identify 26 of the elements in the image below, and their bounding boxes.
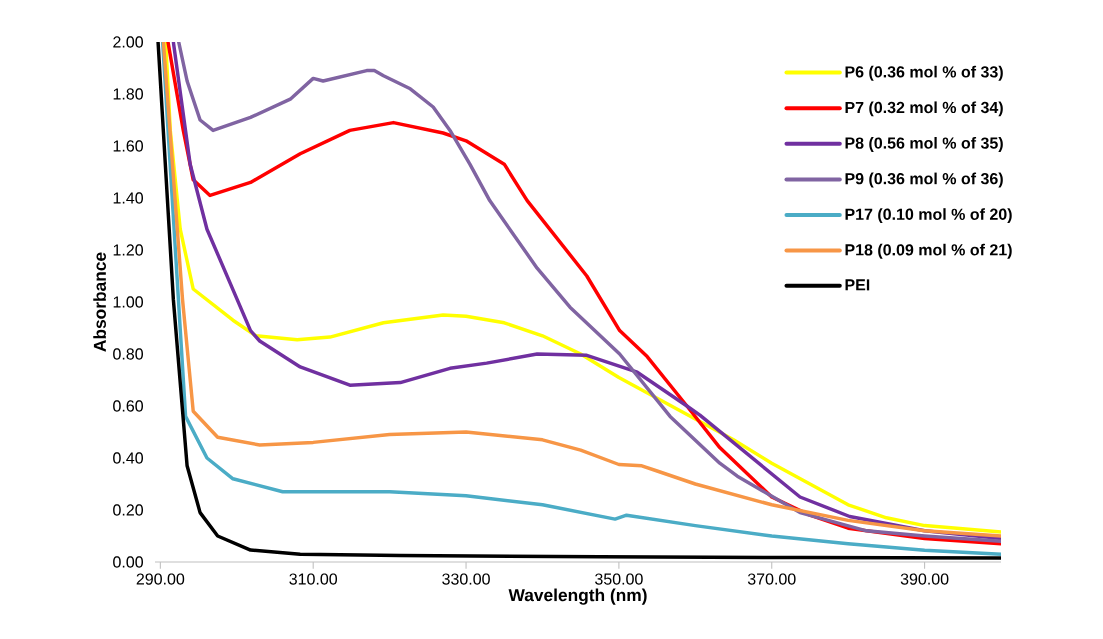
x-tick-label: 370.00 [747, 573, 796, 585]
x-axis-title: Wavelength (nm) [508, 588, 647, 605]
x-tick-label: 290.00 [136, 573, 185, 585]
legend-label: P9 (0.36 mol % of 36) [845, 172, 1003, 188]
y-tick-label: 1.80 [113, 88, 144, 100]
x-tick-label: 350.00 [595, 573, 643, 585]
y-tick-label: 0.80 [113, 348, 144, 360]
y-tick-label: 1.60 [113, 140, 144, 152]
x-tick-label: 310.00 [289, 573, 338, 585]
y-tick-label: 0.00 [113, 556, 144, 568]
legend-label: P18 (0.09 mol % of 21) [845, 243, 1012, 259]
legend-label: P6 (0.36 mol % of 33) [845, 65, 1003, 81]
x-tick-label: 330.00 [442, 573, 490, 585]
y-tick-label: 1.40 [113, 192, 144, 204]
x-tick-label: 390.00 [900, 573, 949, 585]
legend-label: PEI [845, 279, 870, 291]
y-axis-title: Absorbance [93, 252, 106, 352]
y-tick-label: 0.60 [113, 400, 144, 412]
y-tick-label: 0.40 [113, 452, 144, 464]
y-tick-label: 1.00 [113, 296, 144, 308]
legend-label: P17 (0.10 mol % of 20) [845, 208, 1012, 224]
legend-label: P8 (0.56 mol % of 35) [845, 137, 1003, 152]
y-tick-label: 2.00 [113, 36, 144, 48]
legend-label: P7 (0.32 mol % of 34) [845, 101, 1003, 117]
y-tick-label: 1.20 [113, 244, 144, 256]
y-tick-label: 0.20 [113, 504, 144, 516]
